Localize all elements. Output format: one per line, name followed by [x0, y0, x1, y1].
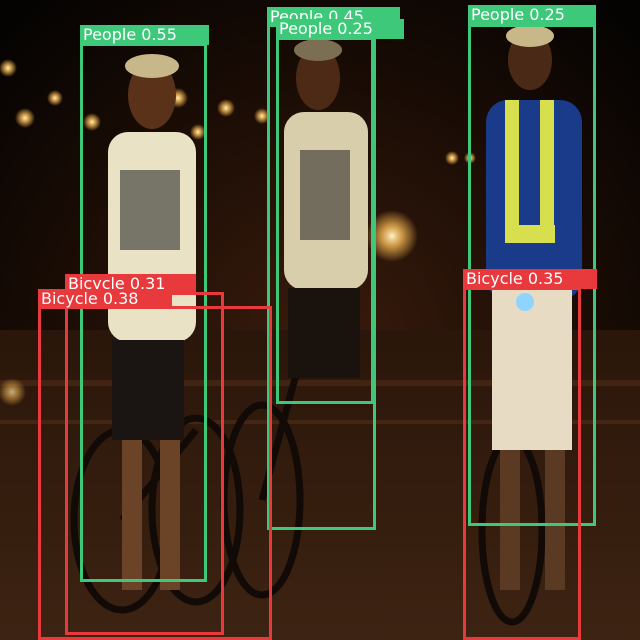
- detection-box-bicycle: [463, 287, 581, 640]
- detection-box-people: [276, 37, 374, 404]
- detection-box-bicycle: [38, 306, 272, 640]
- detection-label: People 0.25: [276, 19, 404, 39]
- detection-label: People 0.25: [468, 5, 596, 25]
- detection-label: People 0.55: [80, 25, 209, 45]
- person-middle: [284, 39, 368, 378]
- detection-label: Bicycle 0.38: [38, 289, 172, 309]
- person-right: [486, 25, 582, 590]
- detection-label: Bicycle 0.35: [463, 269, 597, 289]
